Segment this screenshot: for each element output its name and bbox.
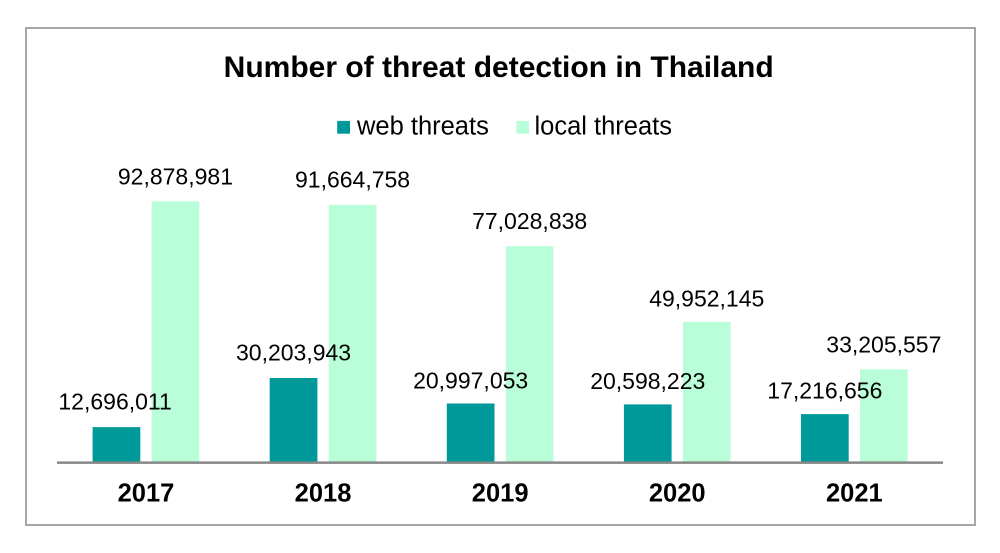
svg-text:Number of threat detection in: Number of threat detection in Thailand bbox=[224, 51, 774, 84]
svg-text:2021: 2021 bbox=[826, 480, 883, 508]
svg-text:49,952,145: 49,952,145 bbox=[649, 285, 764, 311]
svg-text:local threats: local threats bbox=[535, 113, 673, 141]
svg-text:12,696,011: 12,696,011 bbox=[58, 389, 171, 415]
svg-text:2019: 2019 bbox=[472, 480, 529, 508]
svg-text:91,664,758: 91,664,758 bbox=[295, 167, 410, 193]
svg-text:2017: 2017 bbox=[118, 480, 175, 508]
svg-text:web threats: web threats bbox=[356, 113, 489, 141]
svg-text:2020: 2020 bbox=[649, 480, 706, 508]
svg-text:30,203,943: 30,203,943 bbox=[236, 340, 351, 366]
svg-text:92,878,981: 92,878,981 bbox=[118, 164, 233, 190]
svg-text:77,028,838: 77,028,838 bbox=[472, 208, 587, 234]
svg-text:20,997,053: 20,997,053 bbox=[413, 368, 528, 394]
svg-text:33,205,557: 33,205,557 bbox=[826, 332, 941, 358]
svg-text:17,216,656: 17,216,656 bbox=[767, 378, 882, 404]
svg-text:20,598,223: 20,598,223 bbox=[590, 368, 705, 394]
svg-text:2018: 2018 bbox=[295, 480, 352, 508]
